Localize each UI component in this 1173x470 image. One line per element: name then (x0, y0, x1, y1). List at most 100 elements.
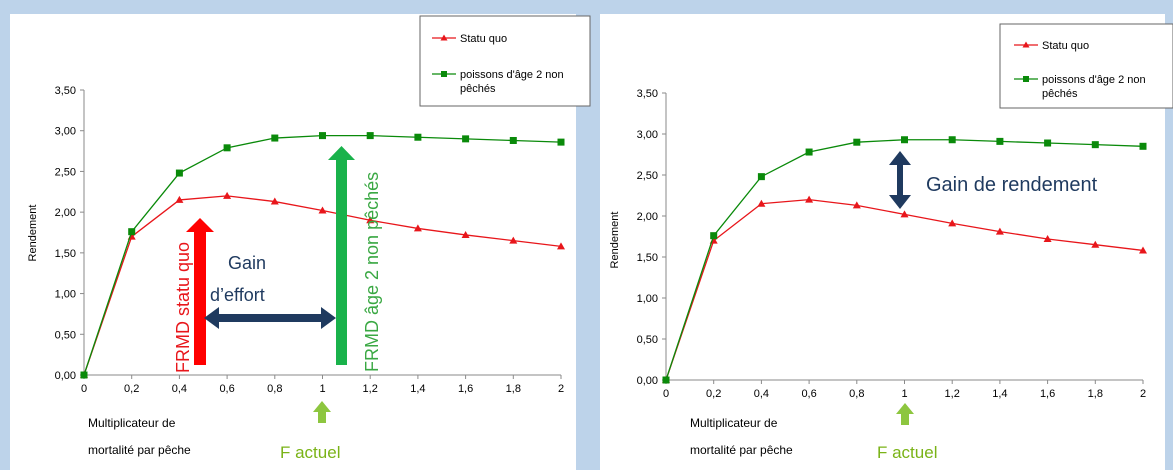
left-y-tick-label: 3,00 (55, 126, 76, 138)
chart-left-legend: Statu quo poissons d'âge 2 non pêchés (432, 33, 564, 95)
gain-effort-label-2: d’effort (210, 285, 265, 305)
left-y-tick-label: 0,50 (55, 329, 76, 341)
right-point-statu-quo (805, 195, 814, 203)
right-x-tick-label: 1,6 (1040, 388, 1055, 400)
legend-right-label-1b: pêchés (1042, 88, 1078, 100)
left-point-age2 (557, 138, 565, 146)
right-point-statu-quo (1043, 234, 1052, 242)
right-point-statu-quo (948, 219, 957, 227)
left-point-statu-quo (461, 230, 470, 238)
f-actuel-label-right: F actuel (877, 443, 937, 462)
chart-right-xlabel-line2: mortalité par pêche (690, 443, 793, 457)
left-y-tick-label: 2,50 (55, 166, 76, 178)
right-point-age2 (948, 136, 956, 144)
right-y-tick-label: 1,00 (637, 293, 658, 305)
frmd-age2-label: FRMD âge 2 non pêchés (362, 172, 382, 372)
chart-left: Statu quo poissons d'âge 2 non pêchés Re… (10, 14, 591, 470)
frmd-age2-arrow (328, 146, 355, 365)
left-point-statu-quo (509, 236, 518, 244)
legend-right-label-1a: poissons d'âge 2 non (1042, 74, 1146, 86)
right-point-age2 (1091, 141, 1099, 149)
legend-left-marker-1 (441, 71, 447, 77)
chart-left-ylabel: Rendement (27, 205, 39, 262)
left-point-statu-quo (557, 242, 565, 250)
left-point-age2 (80, 371, 88, 379)
left-x-tick-label: 1,8 (506, 383, 521, 395)
chart-left-plot: 0,00 0,50 1,00 1,50 2,00 2,50 3,00 3,50 0 0,2 0,4 0… (55, 85, 565, 395)
left-point-age2 (462, 135, 470, 143)
gain-rendement-arrow (889, 151, 911, 209)
left-point-statu-quo (175, 195, 184, 203)
left-point-statu-quo (413, 224, 422, 232)
chart-right-legend: Statu quo poissons d'âge 2 non pêchés (1014, 40, 1146, 100)
right-point-age2 (757, 173, 765, 181)
frmd-statu-quo-label: FRMD statu quo (173, 242, 193, 373)
left-x-tick-label: 0,6 (219, 383, 234, 395)
chart-right: Statu quo poissons d'âge 2 non pêchés Re… (600, 14, 1173, 470)
right-y-tick-label: 2,50 (637, 170, 658, 182)
right-y-tick-label: 3,00 (637, 129, 658, 141)
right-point-statu-quo (757, 199, 766, 207)
chart-right-legend-box (999, 23, 1173, 109)
left-point-age2 (319, 132, 326, 140)
right-x-tick-label: 2 (1140, 388, 1146, 400)
chart-right-annotations: Gain de rendement F actuel Multiplicateu… (690, 151, 1098, 462)
right-point-statu-quo (900, 210, 909, 218)
right-x-tick-label: 0,2 (706, 388, 721, 400)
chart-right-plot: 0,00 0,50 1,00 1,50 2,00 2,50 3,00 3,50 0 0,2 0,4 0… (637, 88, 1147, 400)
left-x-tick-label: 1,4 (410, 383, 425, 395)
left-point-age2 (223, 144, 231, 152)
chart-left-xlabel-line1: Multiplicateur de (88, 416, 176, 430)
right-point-age2 (662, 376, 670, 384)
right-y-tick-label: 0,00 (637, 375, 658, 387)
left-point-age2 (366, 132, 374, 140)
right-x-tick-label: 1 (901, 388, 907, 400)
right-point-age2 (901, 136, 908, 144)
right-x-tick-label: 0,6 (801, 388, 816, 400)
right-x-tick-label: 0 (663, 388, 669, 400)
right-x-tick-label: 0,4 (754, 388, 769, 400)
chart-left-legend-box (419, 15, 591, 107)
legend-left-marker-0 (440, 34, 448, 41)
f-actuel-arrow-left (313, 401, 331, 423)
legend-right-label-0: Statu quo (1042, 40, 1089, 52)
legend-left-label-0: Statu quo (460, 33, 507, 45)
right-point-age2 (710, 232, 718, 240)
right-y-tick-label: 1,50 (637, 252, 658, 264)
left-y-tick-label: 2,00 (55, 207, 76, 219)
right-point-age2 (996, 137, 1004, 145)
legend-left-label-1b: pêchés (460, 83, 496, 95)
right-point-age2 (1139, 142, 1147, 150)
frmd-statu-quo-arrow (186, 218, 214, 365)
right-y-tick-label: 3,50 (637, 88, 658, 100)
left-point-statu-quo (366, 216, 375, 224)
legend-right-marker-0 (1022, 41, 1030, 48)
left-point-age2 (271, 134, 279, 142)
left-point-age2 (128, 228, 136, 236)
left-x-tick-label: 0,8 (267, 383, 282, 395)
left-y-tick-label: 0,00 (55, 370, 76, 382)
left-point-age2 (414, 133, 422, 141)
chart-right-ylabel: Rendement (609, 212, 621, 269)
right-point-statu-quo (852, 201, 861, 209)
right-x-tick-label: 1,4 (992, 388, 1007, 400)
gain-effort-label-1: Gain (228, 253, 266, 273)
left-x-tick-label: 1,2 (363, 383, 378, 395)
right-y-tick-label: 0,50 (637, 334, 658, 346)
right-point-age2 (1044, 139, 1052, 147)
right-point-statu-quo (1139, 246, 1147, 254)
gain-rendement-label: Gain de rendement (926, 174, 1098, 196)
left-x-tick-label: 1 (319, 383, 325, 395)
right-point-age2 (805, 148, 813, 156)
right-x-tick-label: 1,2 (945, 388, 960, 400)
legend-left-label-1a: poissons d'âge 2 non (460, 69, 564, 81)
legend-right-marker-1 (1023, 76, 1029, 82)
gain-effort-arrow (204, 307, 336, 329)
left-point-statu-quo (270, 197, 279, 205)
right-point-age2 (853, 138, 861, 146)
right-y-tick-label: 2,00 (637, 211, 658, 223)
left-point-statu-quo (318, 206, 327, 214)
left-point-statu-quo (223, 191, 232, 199)
left-x-tick-label: 0,2 (124, 383, 139, 395)
